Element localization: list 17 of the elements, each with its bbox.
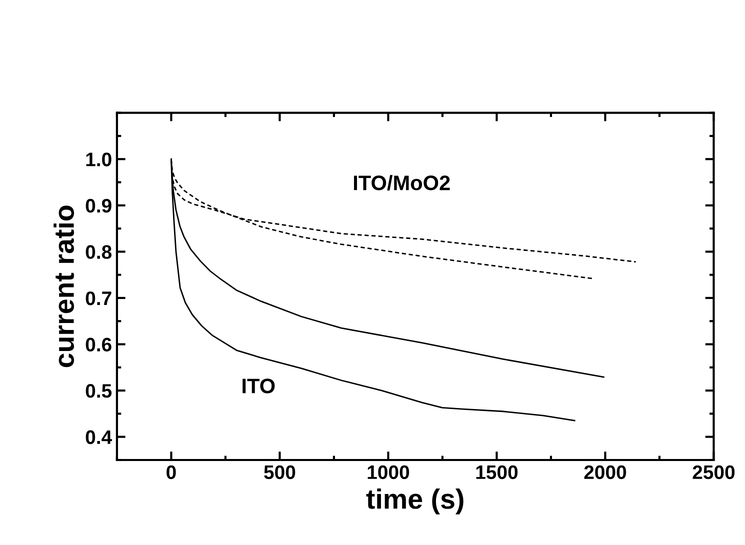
x-axis-title: time (s) [366,488,464,514]
y-tick-label: 0.9 [86,198,112,213]
y-tick-label: 1.0 [86,152,112,166]
y-tick-label: 0.7 [86,291,112,306]
y-axis-title: current ratio [54,206,74,368]
x-tick-label: 500 [264,465,296,480]
y-tick-label: 0.8 [86,245,112,259]
x-tick-label: 2000 [584,465,626,480]
y-tick-label: 0.4 [86,430,112,444]
x-tick-label: 0 [166,465,176,480]
annotation: ITO [242,378,275,394]
x-tick-label: 1500 [476,465,518,480]
y-tick-label: 0.5 [86,384,112,398]
annotation: ITO/MoO2 [354,174,450,190]
x-tick-label: 1000 [368,465,410,480]
y-tick-label: 0.6 [86,338,112,352]
x-tick-label: 2500 [692,465,735,480]
